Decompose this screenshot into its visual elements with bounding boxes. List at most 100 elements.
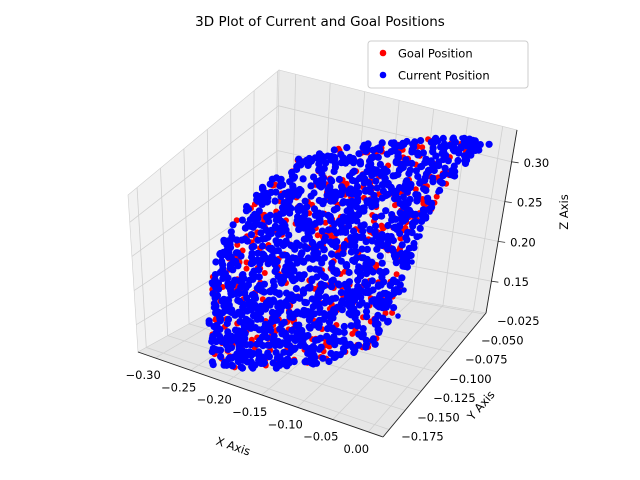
current-point (260, 189, 268, 197)
current-point (416, 224, 424, 232)
current-point (280, 199, 288, 207)
current-point (316, 165, 324, 173)
current-point (288, 168, 296, 177)
current-point (301, 242, 309, 251)
current-point (310, 351, 318, 359)
current-point (390, 287, 398, 295)
current-point (321, 299, 329, 307)
current-point (356, 158, 364, 166)
current-point (274, 303, 282, 311)
current-point (379, 181, 387, 189)
goal-point (433, 193, 440, 200)
current-point (272, 364, 280, 372)
current-point (312, 265, 320, 273)
current-point (334, 280, 342, 288)
current-point (253, 256, 261, 264)
current-point (237, 283, 245, 291)
current-point (347, 248, 355, 256)
current-point (436, 178, 444, 186)
current-point (235, 346, 243, 354)
current-point (302, 299, 310, 307)
current-point (355, 284, 363, 292)
current-point (404, 228, 412, 236)
current-point (316, 218, 324, 226)
current-point (324, 186, 332, 194)
axis-line (485, 129, 518, 314)
current-point (315, 323, 323, 331)
current-point (254, 236, 262, 244)
current-point (308, 157, 316, 165)
current-point (257, 196, 266, 204)
current-point (347, 322, 355, 330)
current-point (359, 144, 367, 152)
current-point (272, 316, 281, 324)
current-point (350, 257, 359, 265)
current-point (424, 194, 432, 202)
current-point (331, 155, 339, 163)
current-point (283, 338, 291, 346)
current-point (217, 336, 226, 344)
current-point (337, 300, 345, 308)
current-point (339, 228, 347, 236)
current-point (421, 176, 429, 184)
current-point (396, 209, 404, 217)
current-point (287, 241, 295, 249)
y-tick-label: −0.175 (401, 430, 444, 444)
current-point (219, 248, 228, 256)
current-point (378, 194, 386, 202)
current-point (419, 149, 427, 157)
current-point (295, 188, 304, 196)
current-point (335, 175, 343, 183)
current-point (276, 238, 284, 246)
current-point (299, 289, 308, 297)
current-point (394, 170, 402, 178)
current-point (253, 315, 261, 323)
current-point (353, 203, 361, 211)
current-point (442, 171, 448, 177)
current-point (427, 209, 433, 215)
current-point (333, 269, 341, 277)
current-point (241, 235, 249, 243)
current-point (306, 324, 314, 332)
current-point (302, 357, 310, 365)
current-point (323, 332, 331, 340)
current-point (343, 144, 351, 152)
current-point (257, 308, 265, 316)
current-point (264, 260, 272, 268)
y-tick-label: −0.025 (497, 314, 540, 328)
tick-labels: −0.30−0.25−0.20−0.15−0.10−0.05 0.00 −0.175… (126, 156, 550, 456)
goal-point (349, 330, 356, 337)
current-point (330, 353, 338, 361)
current-point (372, 232, 380, 240)
current-point (263, 198, 271, 206)
current-point (292, 285, 300, 293)
current-point (455, 159, 461, 165)
current-point (429, 161, 437, 169)
current-point (354, 276, 362, 284)
current-point (237, 252, 245, 260)
current-point (376, 252, 384, 260)
current-point (467, 147, 473, 153)
current-point (315, 209, 323, 217)
current-point (231, 326, 240, 334)
current-point (422, 186, 430, 194)
current-point (225, 355, 233, 363)
current-point (346, 204, 354, 212)
current-point (293, 205, 302, 213)
current-point (290, 345, 298, 353)
current-point (351, 237, 359, 245)
current-point (271, 256, 279, 264)
current-point (284, 271, 292, 279)
axis-line (382, 312, 487, 438)
current-point (351, 296, 359, 304)
current-point (369, 296, 377, 305)
current-point (374, 302, 382, 310)
current-point (391, 254, 399, 262)
current-point (242, 341, 251, 349)
current-point (285, 231, 293, 239)
current-point (217, 353, 225, 361)
current-point (355, 263, 363, 271)
y-gridline (167, 335, 406, 411)
current-point (367, 266, 375, 274)
current-point (253, 340, 261, 348)
